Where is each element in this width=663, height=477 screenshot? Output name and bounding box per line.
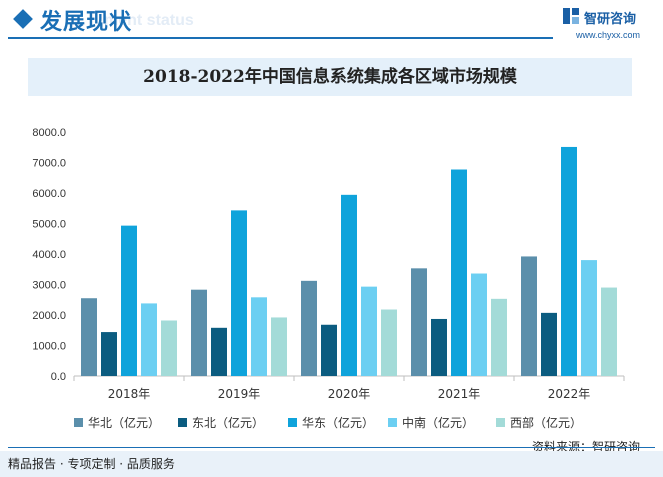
footer: 精品报告 · 专项定制 · 品质服务 — [0, 446, 663, 477]
legend-swatch — [496, 418, 505, 427]
x-tick-label: 2022年 — [548, 387, 591, 401]
diamond-icon — [13, 9, 33, 29]
bar — [271, 317, 287, 376]
y-tick-label: 8000.0 — [32, 127, 66, 139]
y-tick-label: 2000.0 — [32, 310, 66, 322]
brand-name: 智研咨询 — [584, 12, 637, 27]
y-tick-label: 6000.0 — [32, 188, 66, 200]
x-tick-label: 2018年 — [108, 387, 151, 401]
bar — [101, 332, 117, 376]
bar — [521, 256, 537, 376]
bar — [301, 280, 317, 376]
bar — [191, 289, 207, 376]
bar — [451, 169, 467, 376]
legend-swatch — [74, 418, 83, 427]
footer-divider — [8, 447, 655, 448]
brand-url[interactable]: www.chyxx.com — [576, 30, 641, 40]
legend-label: 西部（亿元） — [510, 416, 583, 430]
legend-swatch — [178, 418, 187, 427]
header-divider — [8, 37, 553, 39]
legend-label: 东北（亿元） — [192, 416, 265, 430]
bar — [541, 312, 557, 376]
chart-title-band: 2018-2022年中国信息系统集成各区域市场规模 — [28, 58, 632, 96]
bar — [141, 303, 157, 376]
bar — [411, 268, 427, 376]
y-tick-label: 4000.0 — [32, 249, 66, 261]
legend-label: 中南（亿元） — [402, 416, 475, 430]
footer-slogan: 精品报告 · 专项定制 · 品质服务 — [8, 457, 175, 471]
x-tick-label: 2020年 — [328, 387, 371, 401]
brand-logo-icon — [563, 8, 579, 24]
bar-chart: 0.0 1000.0 2000.0 3000.0 4000.0 5000.0 6000.0 7… — [32, 127, 625, 401]
y-tick-label: 1000.0 — [32, 341, 66, 353]
section-title: 发展现状 — [40, 10, 133, 35]
x-tick-label: 2019年 — [218, 387, 261, 401]
bar — [471, 273, 487, 376]
bar — [581, 260, 597, 376]
bar — [251, 297, 267, 376]
footer-bar — [0, 451, 663, 477]
bar — [561, 146, 577, 376]
bar — [381, 309, 397, 376]
header: ment status 发展现状 智研咨询 www.chyxx.com — [0, 0, 663, 44]
bar — [361, 286, 377, 376]
y-tick-label: 3000.0 — [32, 280, 66, 292]
y-tick-label: 0.0 — [51, 371, 66, 383]
bar — [81, 298, 97, 376]
bar — [431, 318, 447, 376]
bar — [231, 210, 247, 376]
legend-label: 华东（亿元） — [302, 416, 375, 430]
y-tick-label: 7000.0 — [32, 158, 66, 170]
bar — [161, 320, 177, 376]
bar — [601, 287, 617, 376]
x-tick-label: 2021年 — [438, 387, 481, 401]
bar — [341, 194, 357, 376]
bar — [121, 225, 137, 376]
y-tick-label: 5000.0 — [32, 219, 66, 231]
bar — [491, 298, 507, 376]
legend-swatch — [388, 418, 397, 427]
bar — [211, 327, 227, 376]
legend-label: 华北（亿元） — [88, 416, 161, 430]
legend-swatch — [288, 418, 297, 427]
section-subtitle: ment status — [104, 12, 194, 29]
chart-title: 2018-2022年中国信息系统集成各区域市场规模 — [143, 67, 517, 87]
bar — [321, 324, 337, 376]
